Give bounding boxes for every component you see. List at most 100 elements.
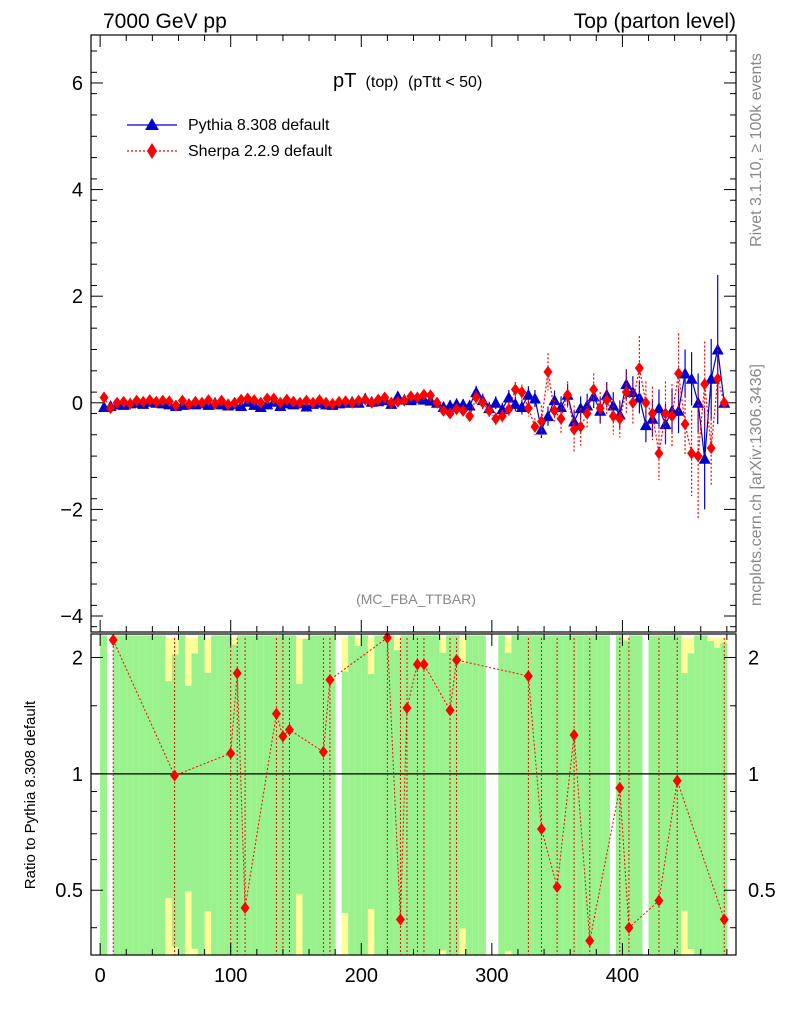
data-point bbox=[608, 410, 618, 423]
band-1sigma bbox=[648, 635, 656, 955]
data-point bbox=[628, 396, 638, 409]
y-tick-label: −2 bbox=[60, 499, 83, 521]
band-1sigma bbox=[674, 635, 682, 955]
data-point bbox=[347, 396, 357, 409]
data-point bbox=[419, 388, 429, 401]
band-1sigma bbox=[557, 635, 565, 955]
data-point bbox=[582, 407, 592, 420]
data-point bbox=[380, 391, 390, 404]
ratio-data-point bbox=[569, 729, 579, 742]
ratio-y-tick-label: 0.5 bbox=[55, 880, 83, 902]
data-point bbox=[236, 393, 246, 406]
data-point bbox=[615, 412, 625, 425]
band-1sigma bbox=[315, 635, 323, 955]
main-y-ticks: −4 −2 0 2 4 6 bbox=[60, 35, 736, 632]
data-point bbox=[489, 396, 502, 408]
band-1sigma bbox=[498, 635, 506, 955]
ratio-data-point bbox=[108, 633, 118, 646]
data-point bbox=[517, 386, 527, 399]
data-point bbox=[568, 415, 581, 427]
data-point bbox=[386, 396, 396, 409]
data-point bbox=[711, 343, 724, 355]
data-point bbox=[641, 396, 651, 409]
header-left: 7000 GeV pp bbox=[103, 10, 227, 33]
data-point bbox=[705, 372, 718, 384]
ratio-data-point bbox=[271, 707, 281, 720]
band-1sigma bbox=[406, 635, 414, 955]
band-1sigma bbox=[668, 635, 676, 955]
data-point bbox=[502, 391, 515, 403]
header-right: Top (parton level) bbox=[574, 10, 736, 33]
y-tick-label: 4 bbox=[72, 180, 83, 202]
ratio-y-tick-label: 1 bbox=[72, 764, 83, 786]
band-1sigma bbox=[217, 635, 225, 955]
ratio-data-point bbox=[719, 913, 729, 926]
data-point bbox=[354, 394, 364, 407]
band-1sigma bbox=[511, 635, 519, 955]
data-point bbox=[223, 398, 233, 411]
band-1sigma bbox=[230, 644, 238, 955]
data-point bbox=[399, 394, 409, 407]
ratio-data-point bbox=[585, 934, 595, 947]
data-point bbox=[654, 447, 664, 460]
ratio-data-point bbox=[226, 747, 236, 760]
band-1sigma bbox=[322, 635, 330, 955]
band-1sigma bbox=[348, 635, 356, 955]
ratio-bands bbox=[100, 635, 728, 955]
data-point bbox=[674, 367, 684, 380]
ratio-y-tick-label-right: 1 bbox=[748, 764, 759, 786]
data-point bbox=[543, 365, 553, 378]
data-point bbox=[509, 397, 522, 409]
data-point bbox=[425, 389, 435, 402]
x-tick-label: 200 bbox=[345, 965, 378, 987]
data-point bbox=[282, 393, 292, 406]
ratio-data-point bbox=[318, 745, 328, 758]
ratio-ticks: 0.5 0.5 1 1 2 2 0 100 200 300 400 bbox=[55, 634, 776, 987]
data-point bbox=[713, 372, 723, 385]
data-point bbox=[321, 396, 331, 409]
data-point bbox=[432, 396, 442, 409]
data-point bbox=[569, 423, 579, 436]
ratio-data-point bbox=[232, 667, 242, 680]
band-1sigma bbox=[517, 635, 525, 955]
ratio-y-tick-label-right: 2 bbox=[748, 647, 759, 669]
data-point bbox=[445, 407, 455, 420]
ratio-panel: 0.5 0.5 1 1 2 2 0 100 200 300 400 Ratio to Pythia … bbox=[22, 631, 776, 987]
data-point bbox=[145, 394, 155, 407]
band-1sigma bbox=[243, 635, 251, 955]
band-1sigma bbox=[433, 635, 441, 955]
data-point bbox=[412, 391, 422, 404]
band-1sigma bbox=[126, 635, 134, 955]
band-1sigma bbox=[113, 635, 121, 955]
data-point bbox=[373, 393, 383, 406]
data-point bbox=[496, 403, 509, 415]
ratio-data-point bbox=[445, 704, 455, 717]
data-point bbox=[626, 386, 639, 398]
ratio-data-point bbox=[402, 702, 412, 715]
ratio-data-point bbox=[170, 769, 180, 782]
data-point bbox=[706, 442, 716, 455]
ratio-data-point bbox=[452, 654, 462, 667]
band-1sigma bbox=[472, 635, 480, 955]
band-1sigma bbox=[250, 635, 258, 955]
data-point bbox=[556, 412, 566, 425]
data-point bbox=[112, 396, 122, 409]
band-1sigma bbox=[380, 635, 388, 955]
main-data-layer bbox=[98, 274, 731, 521]
data-point bbox=[334, 395, 344, 408]
data-point bbox=[269, 392, 279, 405]
data-point bbox=[439, 404, 449, 417]
data-point bbox=[171, 399, 181, 412]
data-point bbox=[262, 392, 272, 405]
data-point bbox=[528, 392, 541, 404]
data-point bbox=[249, 394, 259, 407]
data-point bbox=[541, 410, 554, 422]
data-point bbox=[151, 395, 161, 408]
data-point bbox=[576, 420, 586, 433]
legend-label-pythia: Pythia 8.308 default bbox=[188, 117, 330, 134]
data-point bbox=[295, 396, 305, 409]
x-tick-label: 400 bbox=[606, 965, 639, 987]
data-point bbox=[99, 391, 109, 404]
data-point bbox=[177, 394, 187, 407]
ratio-data-point bbox=[395, 913, 405, 926]
